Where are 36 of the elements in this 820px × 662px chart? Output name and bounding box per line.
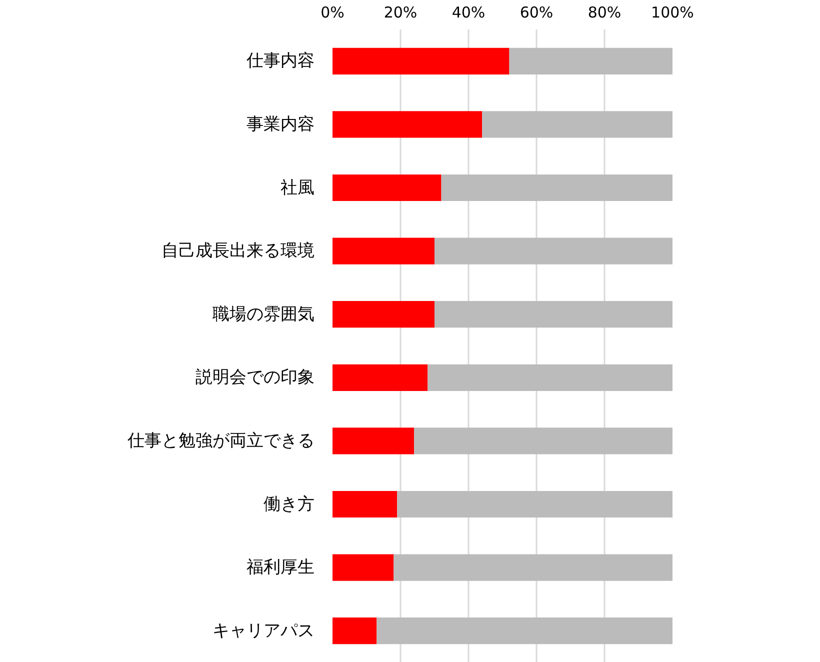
bar	[434, 238, 672, 264]
x-tick-label: 20%	[384, 4, 418, 22]
bar	[332, 238, 434, 264]
y-tick-label: 職場の雰囲気	[212, 304, 314, 324]
bar	[332, 554, 394, 581]
bar	[376, 618, 672, 644]
x-tick-label: 40%	[452, 4, 486, 22]
y-tick-label: 仕事内容	[246, 51, 314, 72]
bar	[414, 428, 672, 454]
bar	[397, 490, 672, 518]
bar	[394, 554, 672, 581]
y-tick-label: 福利厚生	[246, 558, 314, 578]
x-tick-label: 60%	[520, 4, 554, 22]
x-tick-label: 0%	[320, 4, 344, 22]
bar	[434, 301, 672, 328]
bar	[482, 111, 672, 138]
x-tick-label: 100%	[651, 4, 694, 22]
x-tick-label: 80%	[588, 4, 622, 22]
y-tick-label: 社風	[280, 178, 314, 198]
bar	[332, 428, 414, 454]
bar	[332, 301, 434, 328]
bar	[332, 111, 482, 138]
y-tick-label: 自己成長出来る環境	[162, 241, 314, 262]
y-tick-label: キャリアパス	[212, 620, 314, 641]
bar	[428, 364, 672, 391]
bar	[441, 174, 672, 202]
bar	[332, 490, 398, 518]
bar	[332, 618, 377, 644]
y-tick-label: 事業内容	[246, 114, 314, 134]
bar	[332, 364, 428, 391]
bar	[332, 48, 510, 74]
bar	[332, 174, 442, 202]
y-tick-label: 働き方	[264, 494, 314, 514]
bar	[509, 48, 672, 74]
y-tick-label: 仕事と勉強が両立できる	[126, 430, 314, 451]
y-tick-label: 説明会での印象	[196, 368, 314, 388]
